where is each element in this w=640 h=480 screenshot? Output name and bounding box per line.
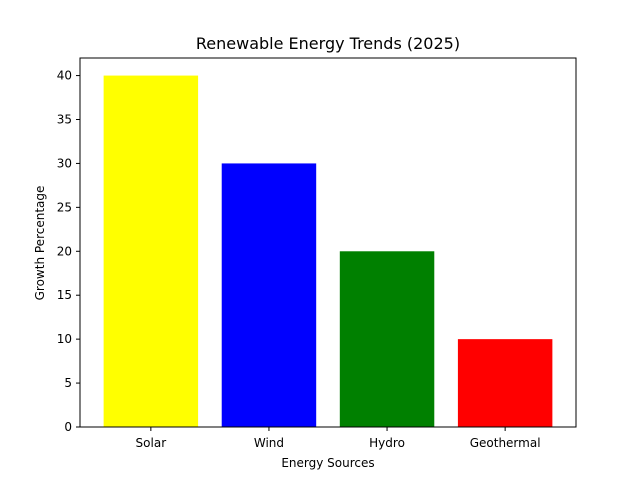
bar-wind	[221, 163, 317, 427]
x-tick-label: Hydro	[369, 436, 405, 450]
x-tick-label: Wind	[254, 436, 284, 450]
y-tick-label: 30	[57, 156, 72, 170]
y-tick-label: 0	[64, 420, 72, 434]
bar-solar	[103, 75, 199, 428]
chart-title: Renewable Energy Trends (2025)	[196, 34, 460, 53]
bars-layer	[103, 75, 553, 428]
bar-geothermal	[457, 339, 553, 427]
y-tick-label: 5	[64, 376, 72, 390]
y-tick-label: 20	[57, 244, 72, 258]
x-tick-label: Solar	[136, 436, 167, 450]
y-axis-ticks: 0 5 10 15 20 25 30 35 40	[57, 69, 80, 434]
y-tick-label: 40	[57, 69, 72, 83]
plot-area-frame	[79, 57, 577, 428]
x-tick-label: Geothermal	[470, 436, 541, 450]
y-tick-label: 25	[57, 200, 72, 214]
y-tick-label: 10	[57, 332, 72, 346]
bar-hydro	[339, 251, 435, 427]
x-axis-label: Energy Sources	[281, 456, 374, 470]
y-axis-label: Growth Percentage	[33, 186, 47, 301]
x-axis-ticks: Solar Wind Hydro Geothermal	[136, 427, 541, 450]
y-tick-label: 35	[57, 113, 72, 127]
y-tick-label: 15	[57, 288, 72, 302]
